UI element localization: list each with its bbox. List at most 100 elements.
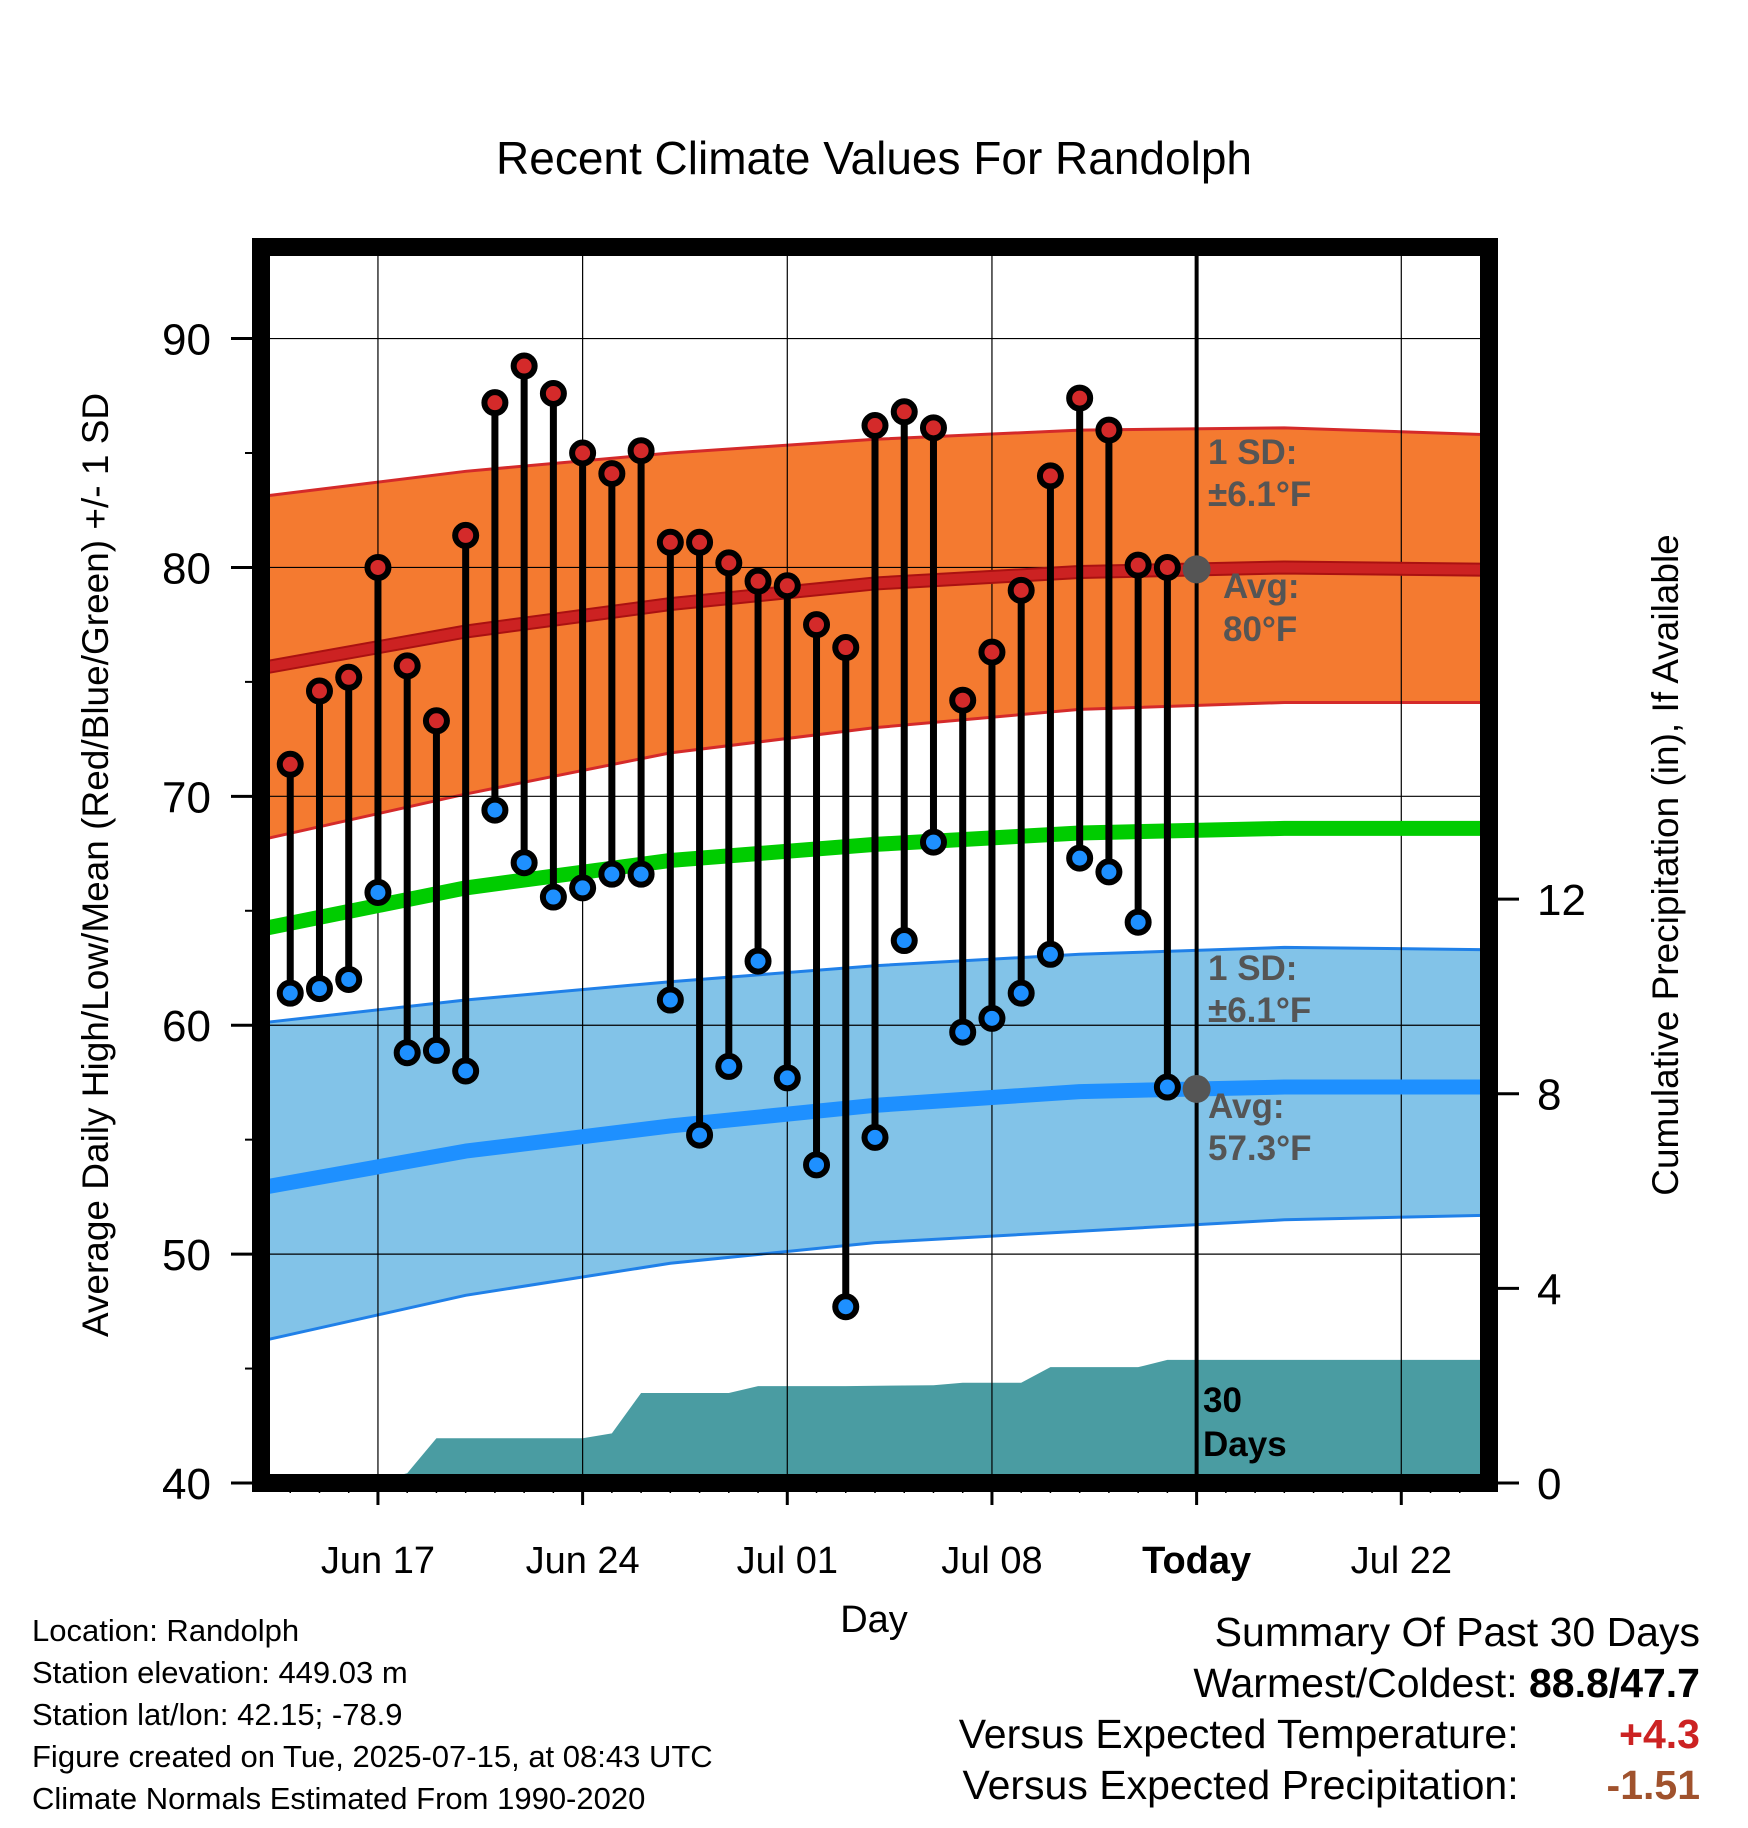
low-point-2025-07-07: [949, 1018, 977, 1046]
summary-panel: Summary Of Past 30 Days Warmest/Coldest:…: [959, 1607, 1700, 1811]
high-point-2025-06-27: [656, 528, 684, 556]
warmest-coldest-value: 88.8/47.7: [1529, 1660, 1700, 1706]
y-axis-left: 40 50 60 70 80 90: [162, 316, 261, 1509]
high-point-2025-06-28: [686, 528, 714, 556]
high-point-2025-06-26: [627, 437, 655, 465]
high-point-2025-07-11: [1066, 384, 1094, 412]
precip-cumulative-area: [261, 1359, 1489, 1483]
high-point-2025-06-23: [539, 379, 567, 407]
low-point-2025-07-02: [803, 1151, 831, 1179]
y2-tick-label-12: 12: [1537, 876, 1586, 925]
x-tick-label-2: Jul 01: [737, 1540, 838, 1582]
low-avg-value: 57.3°F: [1208, 1129, 1312, 1168]
y2-tick-label-0: 0: [1537, 1460, 1561, 1509]
y-axis-label: Average Daily High/Low/Mean (Red/Blue/Gr…: [75, 393, 116, 1337]
low-point-2025-06-15: [305, 975, 333, 1003]
low-sd-value: ±6.1°F: [1208, 991, 1311, 1030]
location-text: Location: Randolph: [32, 1613, 300, 1648]
low-point-2025-06-18: [393, 1039, 421, 1067]
high-avg-value: 80°F: [1223, 610, 1297, 649]
high-point-2025-07-04: [861, 412, 889, 440]
high-point-2025-07-02: [803, 611, 831, 639]
low-point-2025-07-10: [1036, 940, 1064, 968]
y-tick-label-90: 90: [162, 316, 211, 365]
warmest-coldest-label: Warmest/Coldest:: [1193, 1660, 1518, 1706]
high-point-2025-07-13: [1124, 551, 1152, 579]
low-point-2025-07-04: [861, 1123, 889, 1151]
low-point-2025-07-11: [1066, 844, 1094, 872]
high-point-2025-07-14: [1153, 553, 1181, 581]
high-point-2025-06-21: [481, 389, 509, 417]
y2-axis-label: Cumulative Precipitation (in), If Availa…: [1645, 534, 1686, 1196]
normals-text: Climate Normals Estimated From 1990-2020: [32, 1781, 646, 1816]
y-axis-right: 0 4 8 12: [1489, 876, 1586, 1509]
high-point-2025-06-20: [452, 521, 480, 549]
low-point-2025-07-06: [919, 828, 947, 856]
x-tick-label-5: Jul 22: [1351, 1540, 1452, 1582]
high-point-2025-06-14: [276, 750, 304, 778]
high-point-2025-06-24: [569, 439, 597, 467]
x-axis: Jun 17 Jun 24 Jul 01 Jul 08 Today Jul 22: [289, 1483, 1461, 1582]
today-average-markers: [1182, 555, 1211, 1103]
station-info: Location: Randolph Station elevation: 44…: [32, 1610, 713, 1820]
high-point-2025-07-03: [832, 634, 860, 662]
summary-precipitation: Versus Expected Precipitation: -1.51: [959, 1760, 1701, 1811]
x-tick-label-0: Jun 17: [321, 1540, 435, 1582]
high-point-2025-06-16: [335, 663, 363, 691]
created-text: Figure created on Tue, 2025-07-15, at 08…: [32, 1739, 713, 1774]
days-word: Days: [1203, 1425, 1287, 1464]
low-point-2025-06-16: [335, 965, 363, 993]
high-point-2025-06-30: [744, 567, 772, 595]
low-point-2025-06-19: [422, 1036, 450, 1064]
y2-tick-label-4: 4: [1537, 1265, 1561, 1314]
high-point-2025-07-05: [890, 398, 918, 426]
x-tick-label-4: Today: [1142, 1540, 1251, 1582]
y-tick-label-40: 40: [162, 1460, 211, 1509]
precipitation-value: -1.51: [1606, 1762, 1700, 1808]
low-point-2025-07-12: [1095, 858, 1123, 886]
precipitation-area: [261, 1359, 1489, 1483]
precipitation-label: Versus Expected Precipitation:: [962, 1762, 1519, 1808]
high-point-2025-07-10: [1036, 462, 1064, 490]
low-avg-title: Avg:: [1208, 1087, 1284, 1126]
high-point-2025-07-07: [949, 686, 977, 714]
low-point-2025-06-28: [686, 1121, 714, 1149]
low-point-2025-06-25: [598, 860, 626, 888]
low-point-2025-07-14: [1153, 1073, 1181, 1101]
x-axis-label: Day: [840, 1599, 908, 1641]
low-point-2025-07-08: [978, 1004, 1006, 1032]
low-point-2025-07-13: [1124, 908, 1152, 936]
low-point-2025-06-20: [452, 1057, 480, 1085]
low-point-2025-07-05: [890, 927, 918, 955]
high-avg-title: Avg:: [1223, 567, 1299, 606]
low-point-2025-06-26: [627, 860, 655, 888]
x-tick-label-3: Jul 08: [941, 1540, 1042, 1582]
low-sd-band-lower-edge: [260, 1213, 1490, 1343]
low-point-2025-06-23: [539, 883, 567, 911]
high-point-2025-06-15: [305, 677, 333, 705]
low-point-2025-06-14: [276, 979, 304, 1007]
high-point-2025-07-08: [978, 638, 1006, 666]
high-point-2025-07-06: [919, 414, 947, 442]
low-point-2025-06-30: [744, 947, 772, 975]
low-point-2025-07-03: [832, 1293, 860, 1321]
y-tick-label-50: 50: [162, 1231, 211, 1280]
summary-warmest-coldest: Warmest/Coldest: 88.8/47.7: [959, 1658, 1700, 1709]
high-point-2025-07-01: [773, 572, 801, 600]
high-point-2025-07-09: [1007, 576, 1035, 604]
high-sd-value: ±6.1°F: [1208, 475, 1311, 514]
low-point-2025-06-22: [510, 849, 538, 877]
temperature-value: +4.3: [1619, 1711, 1700, 1757]
elevation-text: Station elevation: 449.03 m: [32, 1655, 408, 1690]
high-point-2025-06-29: [715, 549, 743, 577]
low-point-2025-06-24: [569, 874, 597, 902]
observation-bars: [286, 366, 1171, 1307]
y-tick-label-80: 80: [162, 544, 211, 593]
low-point-2025-06-21: [481, 796, 509, 824]
low-point-2025-07-09: [1007, 979, 1035, 1007]
today-high-avg-marker: [1182, 555, 1211, 584]
low-point-2025-07-01: [773, 1064, 801, 1092]
low-sd-title: 1 SD:: [1208, 949, 1297, 988]
latlon-text: Station lat/lon: 42.15; -78.9: [32, 1697, 403, 1732]
